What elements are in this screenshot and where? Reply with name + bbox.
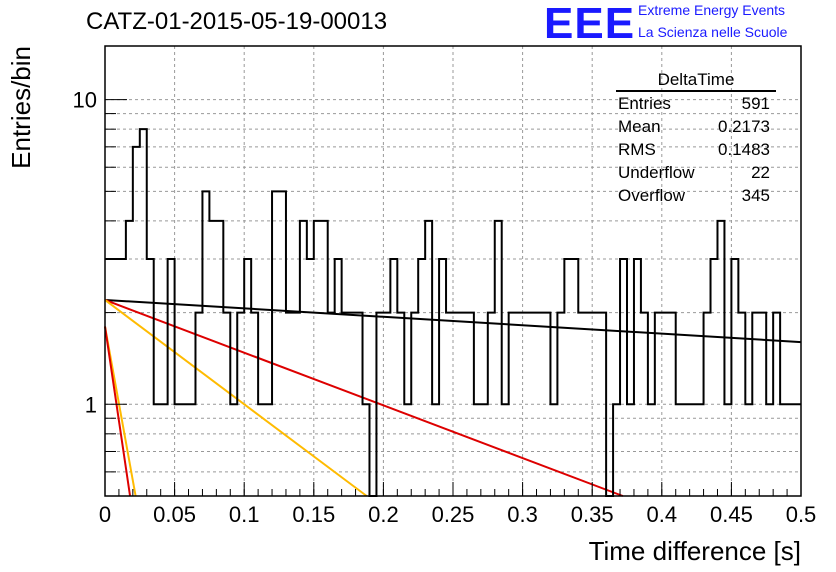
x-tick-label: 0.5 [786, 502, 817, 527]
x-tick-label: 0.2 [368, 502, 399, 527]
x-tick-label: 0.4 [647, 502, 678, 527]
logo-subtitle-line1: Extreme Energy Events [638, 2, 786, 18]
y-tick-label: 1 [85, 392, 97, 417]
stats-value: 22 [751, 163, 770, 182]
fit-curves [104, 298, 802, 497]
stats-row-underflow: Underflow 22 [612, 161, 780, 184]
stats-box: DeltaTime Entries 591 Mean 0.2173 RMS 0.… [612, 70, 780, 207]
histogram-series [105, 128, 801, 497]
x-tick-label: 0.1 [229, 502, 260, 527]
stats-value: 0.2173 [718, 117, 770, 136]
x-axis-label: Time difference [s] [589, 536, 801, 566]
fit-curve [104, 299, 368, 497]
stats-title: DeltaTime [616, 70, 776, 92]
logo-subtitle-line2: La Scienza nelle Scuole [638, 24, 788, 40]
fit-curve [104, 326, 132, 497]
x-tick-label: 0.45 [710, 502, 753, 527]
stats-row-mean: Mean 0.2173 [612, 115, 780, 138]
y-tick-label: 10 [73, 88, 97, 113]
x-tick-label: 0.3 [507, 502, 538, 527]
chart-title: CATZ-01-2015-05-19-00013 [86, 8, 388, 35]
fit-curve [104, 298, 802, 344]
stats-value: 0.1483 [718, 140, 770, 159]
stats-label: RMS [618, 140, 656, 159]
stats-label: Entries [618, 94, 671, 113]
stats-row-overflow: Overflow 345 [612, 184, 780, 207]
x-tick-label: 0.05 [153, 502, 196, 527]
stats-value: 591 [741, 94, 770, 113]
stats-row-rms: RMS 0.1483 [612, 138, 780, 161]
x-tick-label: 0.15 [292, 502, 335, 527]
stats-label: Underflow [618, 163, 695, 182]
x-tick-label: 0 [99, 502, 111, 527]
stats-label: Overflow [618, 186, 686, 205]
x-tick-label: 0.35 [571, 502, 614, 527]
stats-value: 345 [741, 186, 770, 205]
y-axis-label: Entries/bin [6, 46, 36, 169]
axes: 0 0.05 0.1 0.15 0.2 0.25 0.3 0.35 0.4 0.45 0.5 1 10 [73, 88, 817, 527]
stats-label: Mean [618, 117, 661, 136]
fit-curve [104, 299, 624, 497]
x-tick-label: 0.25 [432, 502, 475, 527]
stats-row-entries: Entries 591 [612, 92, 780, 115]
eee-logo: EEE [544, 0, 636, 48]
